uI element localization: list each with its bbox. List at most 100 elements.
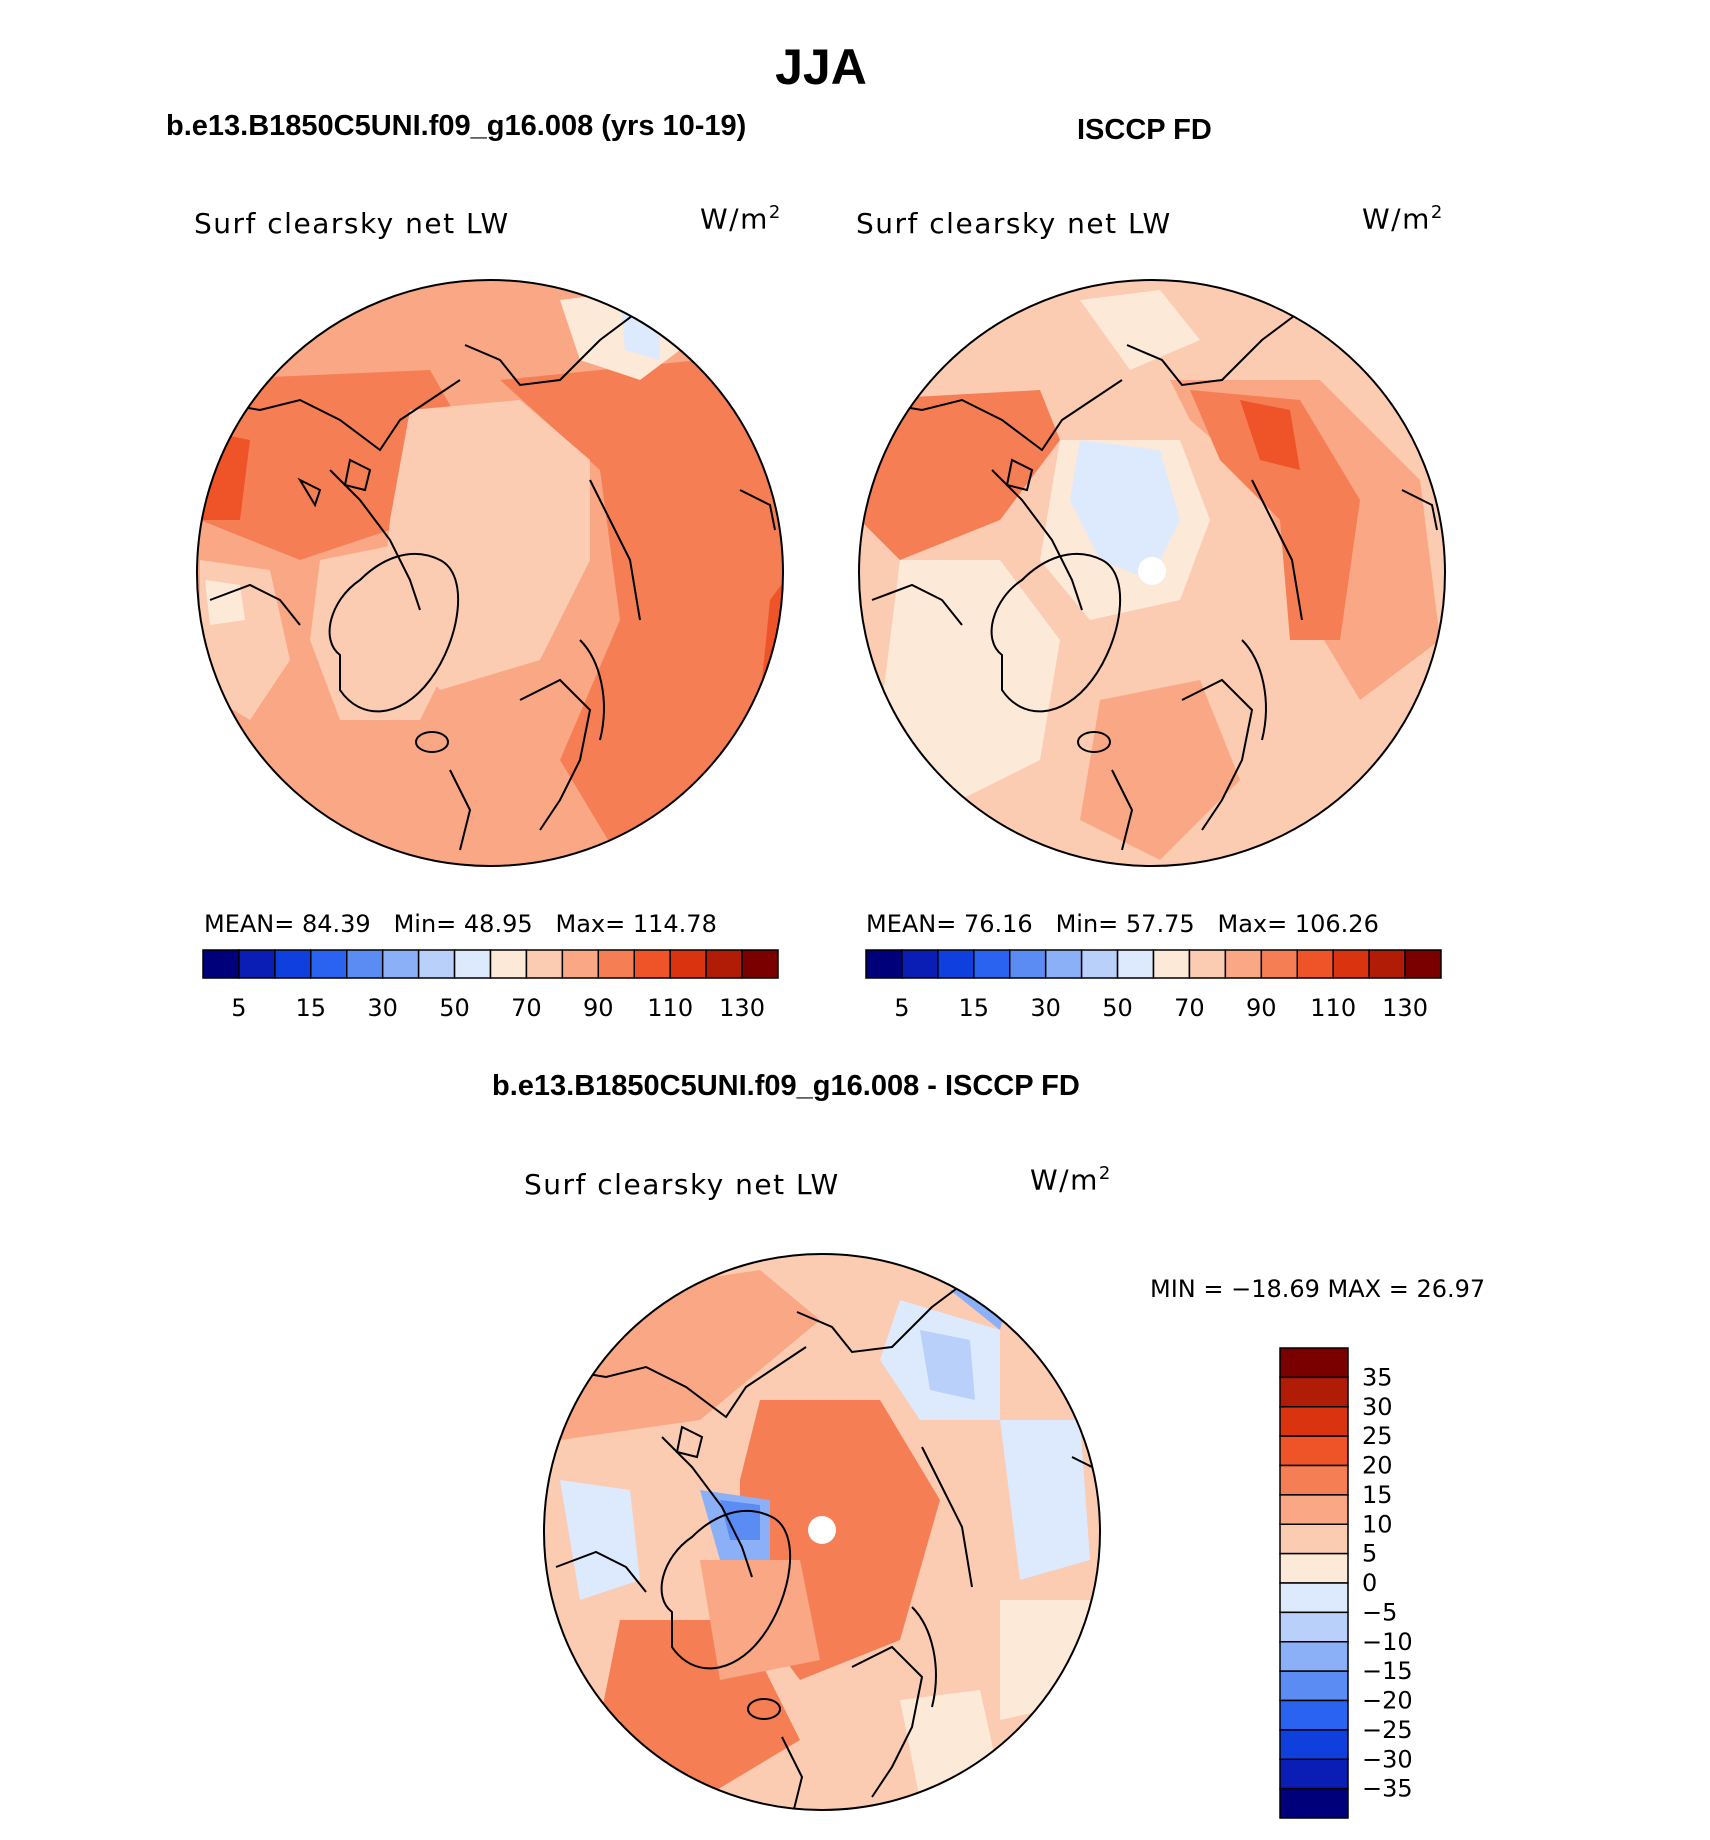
colorbar-difference-swatch — [1279, 1435, 1349, 1467]
panel1-min: Min= 48.95 — [393, 910, 533, 938]
colorbar-difference-swatch — [1279, 1611, 1349, 1643]
colorbar-observations-swatch — [1404, 949, 1442, 979]
panel3-variable-label: Surf clearsky net LW — [524, 1168, 840, 1201]
figure-title: JJA — [775, 39, 867, 95]
colorbar-model-tick-label: 50 — [439, 994, 470, 1022]
colorbar-observations-swatch — [1296, 949, 1334, 979]
colorbar-model-swatch — [669, 949, 707, 979]
panel1-variable-label: Surf clearsky net LW — [194, 207, 510, 240]
panel1-title: b.e13.B1850C5UNI.f09_g16.008 (yrs 10-19) — [166, 110, 747, 142]
colorbar-observations-tick-label: 5 — [894, 994, 909, 1022]
colorbar-model-tick-label: 30 — [367, 994, 398, 1022]
colorbar-difference-tick-label: −10 — [1362, 1628, 1413, 1656]
panel2-units-label: W/m2 — [1362, 202, 1444, 236]
colorbar-model-swatch — [381, 949, 420, 979]
panel1-stats: MEAN= 84.39 Min= 48.95 Max= 114.78 — [204, 910, 717, 938]
colorbar-difference-tick-label: 20 — [1362, 1452, 1393, 1480]
colorbar-difference-swatch — [1279, 1729, 1349, 1760]
colorbar-model-swatch — [202, 949, 240, 979]
colorbar-observations-tick-label: 130 — [1382, 994, 1428, 1022]
colorbar-difference-swatch — [1279, 1552, 1349, 1584]
colorbar-difference-tick-label: −25 — [1362, 1716, 1413, 1744]
colorbar-difference-tick-label: −20 — [1362, 1687, 1413, 1715]
colorbar-model-swatch — [597, 949, 635, 979]
colorbar-observations: 5 15 30 50 70 90 110 130 — [865, 949, 1442, 1022]
colorbar-difference-tick-label: 0 — [1362, 1569, 1377, 1597]
panel1-mean: MEAN= 84.39 — [204, 910, 371, 938]
panel2-min: Min= 57.75 — [1055, 910, 1195, 938]
colorbar-model-swatch — [561, 949, 600, 979]
colorbar-model-swatch — [346, 949, 384, 979]
colorbar-model-tick-label: 5 — [231, 994, 246, 1022]
colorbar-model-swatch — [238, 949, 276, 979]
panel2-stats: MEAN= 76.16 Min= 57.75 Max= 106.26 — [866, 910, 1379, 938]
colorbar-observations-tick-label: 15 — [959, 994, 990, 1022]
colorbar-difference-tick-label: −15 — [1362, 1657, 1413, 1685]
colorbar-observations-swatch — [1332, 949, 1370, 979]
colorbar-observations-swatch — [937, 949, 975, 979]
panel3-units-label: W/m2 — [1030, 1163, 1112, 1197]
colorbar-observations-swatch — [1152, 949, 1191, 979]
colorbar-difference-swatch — [1279, 1699, 1349, 1731]
colorbar-difference-tick-label: −35 — [1362, 1775, 1413, 1803]
colorbar-model-tick-label: 110 — [647, 994, 693, 1022]
colorbar-difference-swatch — [1279, 1494, 1349, 1525]
colorbar-difference-swatch — [1279, 1758, 1349, 1790]
colorbar-observations-swatch — [1368, 949, 1406, 979]
colorbar-observations-tick-label: 30 — [1030, 994, 1061, 1022]
colorbar-observations-swatch — [1116, 949, 1155, 979]
colorbar-difference-swatch — [1279, 1464, 1349, 1496]
map1-boundary — [196, 279, 784, 867]
colorbar-observations-swatch — [901, 949, 939, 979]
colorbar-difference-swatch — [1279, 1787, 1349, 1819]
colorbar-difference-tick-label: −30 — [1362, 1745, 1413, 1773]
colorbar-difference-swatch — [1279, 1582, 1349, 1614]
panel3-minmax: MIN = −18.69 MAX = 26.97 — [1150, 1275, 1486, 1303]
colorbar-model: 5 15 30 50 70 90 110 130 — [202, 949, 779, 1022]
panel3-title: b.e13.B1850C5UNI.f09_g16.008 - ISCCP FD — [492, 1070, 1080, 1102]
colorbar-observations-swatch — [1260, 949, 1298, 979]
colorbar-observations-swatch — [1009, 949, 1047, 979]
colorbar-model-swatch — [274, 949, 312, 979]
colorbar-model-swatch — [310, 949, 348, 979]
colorbar-difference-tick-label: 15 — [1362, 1481, 1393, 1509]
colorbar-difference-tick-label: 35 — [1362, 1363, 1393, 1391]
colorbar-difference-tick-label: 5 — [1362, 1540, 1377, 1568]
colorbar-observations-swatch — [865, 949, 903, 979]
colorbar-model-swatch — [453, 949, 492, 979]
panel2-variable-label: Surf clearsky net LW — [856, 207, 1172, 240]
panel2-mean: MEAN= 76.16 — [866, 910, 1033, 938]
colorbar-observations-swatch — [1044, 949, 1083, 979]
panel1-units-label: W/m2 — [700, 202, 782, 236]
colorbar-model-tick-label: 90 — [583, 994, 614, 1022]
map2-missing-pole — [1138, 557, 1166, 585]
panel2-max: Max= 106.26 — [1217, 910, 1379, 938]
colorbar-model-swatch — [705, 949, 743, 979]
colorbar-observations-swatch — [1188, 949, 1227, 979]
colorbar-difference-swatch — [1279, 1347, 1349, 1379]
colorbar-model-swatch — [633, 949, 671, 979]
colorbar-difference-swatch — [1279, 1523, 1349, 1555]
colorbar-observations-swatch — [973, 949, 1011, 979]
colorbar-difference-swatch — [1279, 1406, 1349, 1437]
colorbar-difference-tick-label: 10 — [1362, 1510, 1393, 1538]
colorbar-observations-swatch — [1080, 949, 1119, 979]
colorbar-model-swatch — [489, 949, 528, 979]
map1-polar-stereographic — [197, 280, 783, 866]
colorbar-observations-tick-label: 90 — [1246, 994, 1277, 1022]
colorbar-difference-swatch — [1279, 1670, 1349, 1702]
map2-boundary — [858, 279, 1446, 867]
colorbar-model-tick-label: 130 — [719, 994, 765, 1022]
panel1-max: Max= 114.78 — [555, 910, 717, 938]
colorbar-model-swatch — [417, 949, 456, 979]
colorbar-model-swatch — [741, 949, 779, 979]
colorbar-difference-tick-label: 30 — [1362, 1393, 1393, 1421]
colorbar-difference-swatch — [1279, 1376, 1349, 1408]
colorbar-difference-tick-label: −5 — [1362, 1598, 1397, 1626]
colorbar-observations-tick-label: 50 — [1102, 994, 1133, 1022]
map3-boundary — [543, 1253, 1101, 1811]
colorbar-model-tick-label: 70 — [511, 994, 542, 1022]
colorbar-observations-swatch — [1224, 949, 1263, 979]
